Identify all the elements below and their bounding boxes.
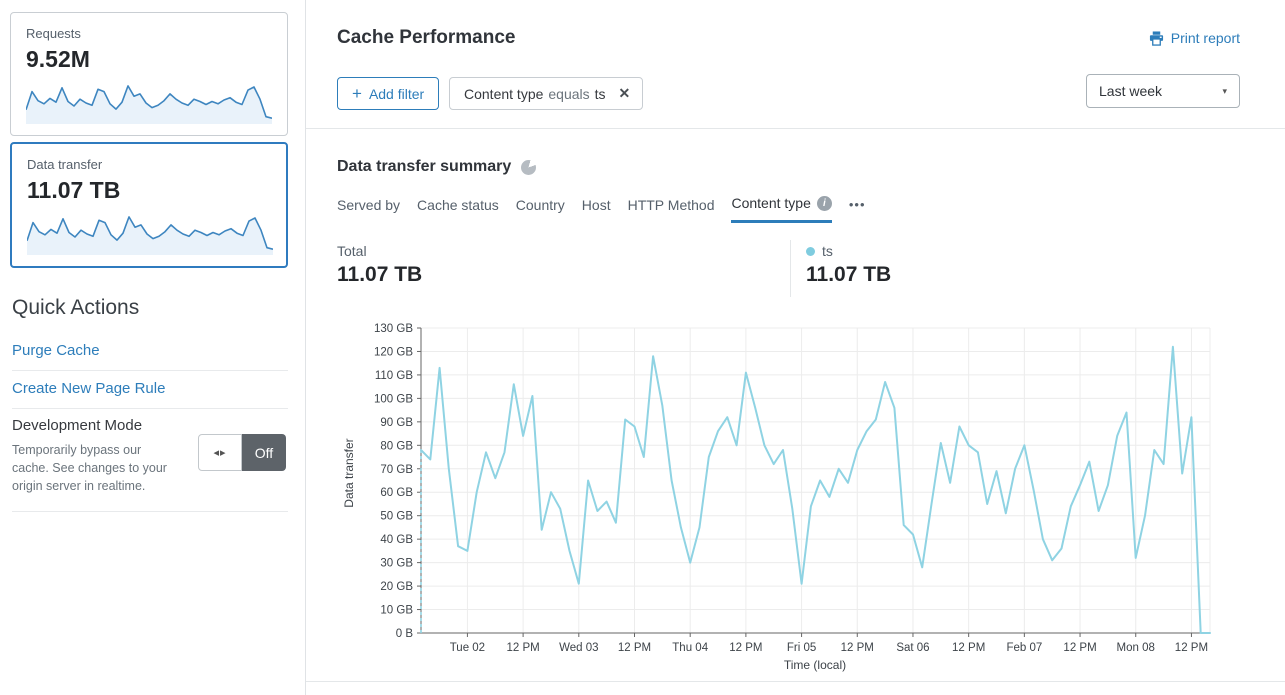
svg-text:12 PM: 12 PM	[1175, 642, 1208, 654]
svg-text:20 GB: 20 GB	[380, 581, 413, 593]
print-report-button[interactable]: Print report	[1149, 30, 1240, 46]
chevron-down-icon: ▾	[1222, 85, 1227, 96]
tab-content-type[interactable]: Content type i	[731, 195, 832, 223]
svg-text:50 GB: 50 GB	[380, 511, 413, 523]
svg-text:12 PM: 12 PM	[1063, 642, 1096, 654]
plus-icon: +	[352, 84, 362, 103]
divider	[12, 511, 288, 512]
filter-value: ts	[594, 85, 606, 102]
toggle-state-label: Off	[242, 434, 286, 471]
svg-text:120 GB: 120 GB	[374, 346, 413, 358]
divider	[12, 408, 288, 409]
filter-chip-content-type[interactable]: Content type equals ts ✕	[449, 77, 644, 110]
svg-text:90 GB: 90 GB	[380, 417, 413, 429]
svg-text:Feb 07: Feb 07	[1006, 642, 1042, 654]
summary-section-title: Data transfer summary	[337, 158, 537, 176]
toggle-arrows-icon: ◂▸	[198, 434, 242, 471]
time-range-dropdown[interactable]: Last week ▾	[1086, 74, 1240, 108]
svg-text:Thu 04: Thu 04	[672, 642, 708, 654]
ts-series-stat: ts 11.07 TB	[806, 243, 891, 287]
requests-card[interactable]: Requests 9.52M	[10, 12, 288, 136]
page-title: Cache Performance	[337, 27, 516, 48]
svg-text:12 PM: 12 PM	[506, 642, 539, 654]
filter-operator: equals	[548, 85, 590, 102]
x-axis-title: Time (local)	[783, 658, 847, 672]
data-transfer-sparkline-chart	[27, 216, 273, 255]
ts-series-value: 11.07 TB	[806, 263, 892, 286]
y-axis-title: Data transfer	[342, 438, 356, 508]
divider	[306, 681, 1285, 682]
requests-card-value: 9.52M	[26, 46, 90, 72]
more-tabs-ellipsis-icon[interactable]: •••	[848, 197, 866, 212]
analytics-sidebar: Requests 9.52M Data transfer 11.07 TB Qu…	[0, 0, 306, 695]
tab-cache-status[interactable]: Cache status	[417, 196, 499, 213]
svg-text:130 GB: 130 GB	[374, 323, 413, 335]
info-icon[interactable]: i	[816, 195, 832, 211]
dimension-tabs: Served by Cache status Country Host HTTP…	[337, 195, 866, 223]
svg-text:100 GB: 100 GB	[374, 393, 413, 405]
divider	[306, 128, 1285, 129]
svg-text:10 GB: 10 GB	[380, 605, 413, 617]
tab-served-by[interactable]: Served by	[337, 196, 401, 213]
print-report-label: Print report	[1170, 30, 1240, 46]
total-stat: Total 11.07 TB	[337, 243, 422, 287]
svg-text:70 GB: 70 GB	[380, 464, 413, 476]
total-label: Total	[337, 243, 367, 259]
printer-icon	[1149, 30, 1163, 46]
requests-sparkline-chart	[26, 85, 272, 124]
svg-text:Wed 03: Wed 03	[559, 642, 598, 654]
pie-chart-icon	[521, 159, 537, 175]
svg-text:0 B: 0 B	[396, 628, 414, 640]
svg-text:40 GB: 40 GB	[380, 534, 413, 546]
development-mode-description: Temporarily bypass our cache. See change…	[12, 443, 167, 494]
tab-host[interactable]: Host	[581, 196, 611, 213]
remove-filter-icon[interactable]: ✕	[618, 85, 631, 101]
svg-text:12 PM: 12 PM	[729, 642, 762, 654]
development-mode-title: Development Mode	[12, 417, 143, 434]
svg-text:Fri 05: Fri 05	[787, 642, 816, 654]
divider	[12, 370, 288, 371]
tab-country[interactable]: Country	[515, 196, 565, 213]
data-transfer-card[interactable]: Data transfer 11.07 TB	[10, 142, 288, 268]
svg-text:Sat 06: Sat 06	[896, 642, 929, 654]
svg-text:12 PM: 12 PM	[952, 642, 985, 654]
add-filter-button[interactable]: + Add filter	[337, 77, 440, 110]
filter-field: Content type	[464, 85, 544, 102]
data-transfer-card-value: 11.07 TB	[27, 177, 121, 203]
svg-text:Tue 02: Tue 02	[450, 642, 485, 654]
svg-text:12 PM: 12 PM	[841, 642, 874, 654]
svg-text:60 GB: 60 GB	[380, 487, 413, 499]
summary-title-text: Data transfer summary	[337, 158, 512, 175]
ts-series-label: ts	[822, 243, 833, 259]
svg-text:80 GB: 80 GB	[380, 440, 413, 452]
quick-actions-heading: Quick Actions	[12, 296, 140, 319]
tab-http-method[interactable]: HTTP Method	[627, 196, 715, 213]
svg-text:Mon 08: Mon 08	[1117, 642, 1155, 654]
svg-text:12 PM: 12 PM	[618, 642, 651, 654]
ts-legend-dot-icon	[806, 246, 815, 256]
add-filter-label: Add filter	[368, 85, 425, 102]
divider	[790, 240, 791, 297]
svg-text:30 GB: 30 GB	[380, 558, 413, 570]
total-value: 11.07 TB	[337, 263, 423, 286]
create-page-rule-link[interactable]: Create New Page Rule	[12, 380, 166, 397]
purge-cache-link[interactable]: Purge Cache	[12, 342, 100, 359]
svg-text:110 GB: 110 GB	[375, 370, 413, 382]
time-range-value: Last week	[1099, 83, 1163, 99]
requests-card-label: Requests	[26, 26, 81, 41]
data-transfer-line-chart[interactable]: 130 GB 120 GB 110 GB 100 GB 90 GB 80 GB 70 GB 6…	[337, 316, 1227, 661]
development-mode-toggle[interactable]: ◂▸ Off	[198, 434, 286, 471]
data-transfer-card-label: Data transfer	[27, 157, 103, 172]
